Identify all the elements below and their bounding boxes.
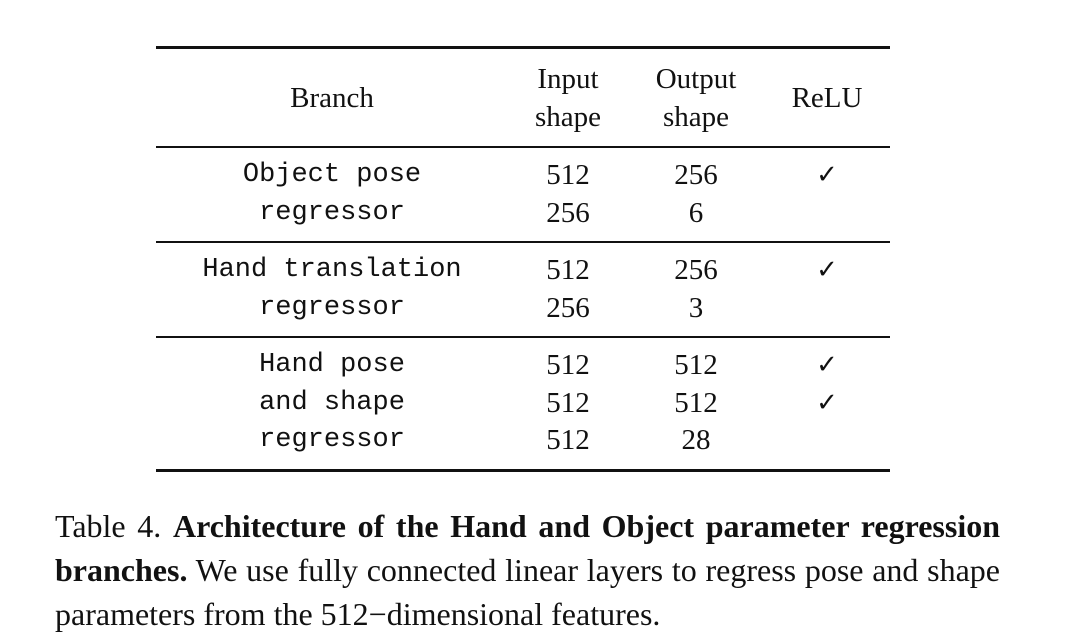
caption-label: Table 4. <box>55 508 162 544</box>
caption-title: Architecture of the Hand and Object para… <box>55 508 1001 588</box>
checkmark-icon: ✓ <box>816 255 838 285</box>
architecture-table: Branch Input shape Output shape ReLU Obj… <box>156 46 890 472</box>
relu-cell: ✓ <box>764 147 890 242</box>
architecture-table-container: Branch Input shape Output shape ReLU Obj… <box>156 46 890 472</box>
checkmark-icon: ✓ <box>816 387 838 418</box>
header-branch: Branch <box>156 47 508 148</box>
table-caption: Table 4. Architecture of the Hand and Ob… <box>55 504 1000 636</box>
output-shape-cell: 512 512 28 <box>628 336 764 470</box>
branch-cell: Hand pose and shape regressor <box>156 336 508 470</box>
output-shape-cell: 256 3 <box>628 241 764 337</box>
output-shape-cell: 256 6 <box>674 159 718 229</box>
input-shape-cell: 512 256 <box>546 159 590 229</box>
input-shape-cell: 512 256 <box>508 241 628 337</box>
table-row: Object pose regressor 512 256 256 6 ✓ <box>156 147 890 242</box>
caption-body-post: dimensional features. <box>386 596 661 632</box>
caption-math: 512− <box>320 596 387 632</box>
branch-cell: Hand translation regressor <box>156 241 508 337</box>
relu-cell: ✓ <box>764 241 890 337</box>
table-header-row: Branch Input shape Output shape ReLU <box>156 47 890 148</box>
group-hand-translation: Hand translation regressor 512 256 256 3… <box>156 241 890 337</box>
checkmark-icon: ✓ <box>816 350 838 380</box>
table-row: Hand translation regressor 512 256 256 3… <box>156 241 890 337</box>
header-output-shape: Output shape <box>628 47 764 148</box>
header-relu: ReLU <box>764 47 890 148</box>
table-row: Hand pose and shape regressor 512 512 51… <box>156 336 890 470</box>
group-object-pose: Object pose regressor 512 256 256 6 ✓ <box>156 147 890 242</box>
checkmark-icon: ✓ <box>816 160 838 190</box>
header-input-shape: Input shape <box>508 47 628 148</box>
group-hand-pose-shape: Hand pose and shape regressor 512 512 51… <box>156 336 890 470</box>
branch-cell: Object pose regressor <box>242 160 422 228</box>
caption-body-pre: We use fully connected linear layers to … <box>55 552 1001 632</box>
relu-cell: ✓ ✓ <box>764 336 890 470</box>
input-shape-cell: 512 512 512 <box>508 336 628 470</box>
